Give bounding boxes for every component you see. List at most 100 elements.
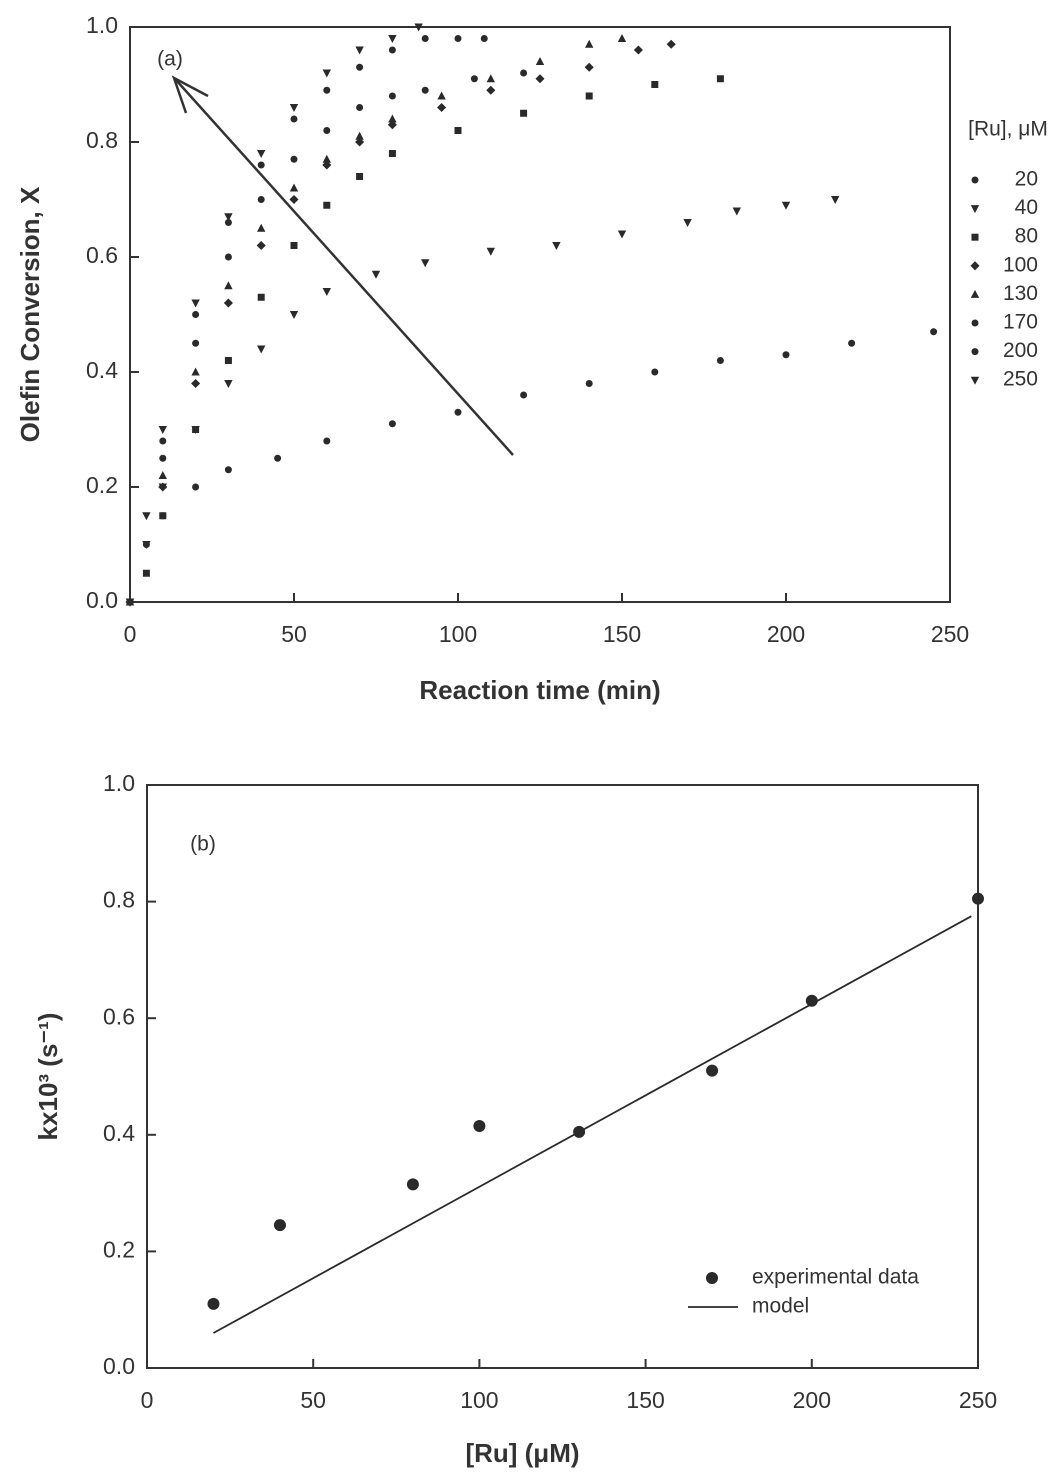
legend-label: model (752, 1295, 809, 1318)
legend-label: experimental data (752, 1266, 919, 1289)
marker (356, 104, 364, 111)
marker (159, 437, 167, 445)
marker (782, 351, 790, 359)
marker (192, 311, 200, 318)
y-tick-label: 0.8 (103, 887, 135, 913)
marker (651, 81, 659, 88)
y-tick-label: 0.2 (103, 1236, 135, 1262)
marker (421, 35, 429, 42)
marker (142, 512, 151, 521)
marker (666, 39, 676, 49)
marker (290, 155, 298, 163)
marker (192, 339, 200, 347)
marker (473, 1120, 486, 1133)
marker (355, 131, 364, 140)
x-tick-label: 0 (124, 621, 137, 647)
marker (371, 270, 381, 279)
marker (273, 1219, 286, 1232)
marker (289, 183, 299, 192)
marker (356, 63, 364, 71)
marker (972, 892, 984, 905)
marker (257, 293, 265, 301)
y-axis-title: Olefin Conversion, X (15, 186, 45, 442)
legend-label: 200 (1003, 339, 1038, 362)
marker (716, 75, 724, 83)
x-tick-label: 50 (281, 621, 307, 647)
marker (486, 85, 496, 95)
marker (971, 233, 979, 241)
marker (191, 299, 200, 308)
marker (274, 454, 282, 462)
marker (421, 86, 429, 94)
marker (633, 45, 643, 55)
marker (224, 357, 232, 364)
marker (971, 319, 979, 327)
legend-label: 80 (1015, 225, 1038, 248)
marker (322, 288, 331, 297)
marker (224, 213, 233, 222)
marker (454, 127, 462, 134)
marker (617, 33, 627, 42)
marker (535, 56, 545, 65)
marker (323, 127, 331, 134)
marker (552, 242, 561, 251)
marker (732, 207, 741, 216)
marker (388, 114, 397, 123)
marker (289, 194, 299, 205)
x-tick-label: 150 (603, 621, 641, 647)
x-tick-label: 0 (141, 1387, 154, 1413)
x-axis-title: Reaction time (min) (419, 675, 660, 705)
marker (617, 230, 627, 239)
marker (486, 247, 495, 256)
marker (454, 408, 462, 416)
marker (142, 569, 150, 577)
marker (159, 454, 167, 462)
marker (355, 46, 364, 55)
x-tick-label: 50 (300, 1387, 326, 1413)
y-tick-label: 0.0 (86, 587, 118, 613)
marker (290, 115, 298, 123)
marker (257, 161, 265, 169)
marker (191, 378, 201, 389)
marker (805, 994, 818, 1007)
marker (256, 240, 266, 251)
x-tick-label: 200 (793, 1387, 831, 1413)
trend-arrow (175, 79, 514, 456)
plot-frame (146, 784, 979, 1369)
legend-label: 130 (1003, 282, 1038, 305)
marker (585, 380, 593, 387)
marker (224, 466, 232, 474)
marker (257, 223, 266, 232)
marker (421, 259, 430, 268)
y-tick-label: 0.0 (103, 1353, 135, 1379)
marker (224, 219, 232, 226)
marker (257, 196, 265, 203)
y-axis-title: kx10³ (s⁻¹) (33, 1013, 63, 1141)
marker (535, 74, 545, 84)
marker (437, 102, 447, 113)
marker (971, 176, 979, 184)
legend-label: 250 (1003, 368, 1038, 391)
marker (224, 281, 233, 290)
annotation: (a) (157, 48, 183, 71)
marker (323, 437, 331, 445)
marker (224, 380, 233, 389)
marker (192, 483, 200, 491)
marker (584, 62, 594, 72)
marker (480, 35, 488, 42)
marker (971, 348, 979, 356)
marker (323, 201, 331, 209)
marker (158, 470, 167, 479)
marker (970, 261, 980, 271)
marker (706, 1064, 719, 1077)
legend-label: 170 (1003, 311, 1038, 334)
marker (159, 512, 167, 520)
marker (388, 150, 396, 157)
marker (437, 91, 446, 100)
model-line (213, 915, 972, 1334)
marker (585, 92, 593, 100)
marker (414, 23, 423, 32)
legend-title: [Ru], μM (968, 118, 1048, 141)
marker (223, 298, 233, 308)
